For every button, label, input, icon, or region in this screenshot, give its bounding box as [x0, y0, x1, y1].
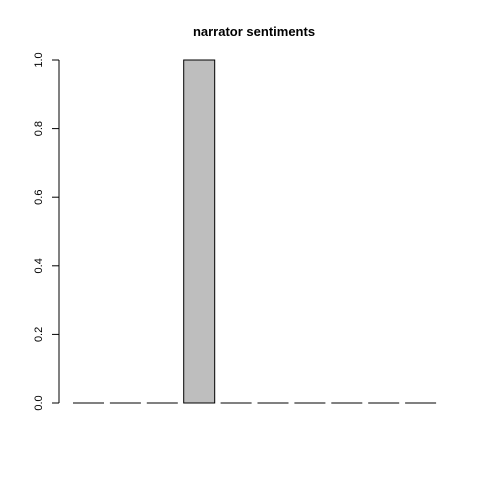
- bars: [73, 59, 437, 404]
- y-tick-label: 0.4: [33, 258, 45, 273]
- y-tick-label: 0.6: [33, 190, 45, 205]
- y-axis: 0.0 0.2 0.4 0.6 0.8 1.0: [33, 52, 60, 411]
- bar: [183, 59, 216, 404]
- y-tick-label: 0.8: [33, 121, 45, 136]
- chart-title: narrator sentiments: [193, 24, 315, 39]
- y-tick-label: 0.2: [33, 327, 45, 342]
- y-tick-label: 1.0: [33, 52, 45, 67]
- y-tick-label: 0.0: [33, 395, 45, 410]
